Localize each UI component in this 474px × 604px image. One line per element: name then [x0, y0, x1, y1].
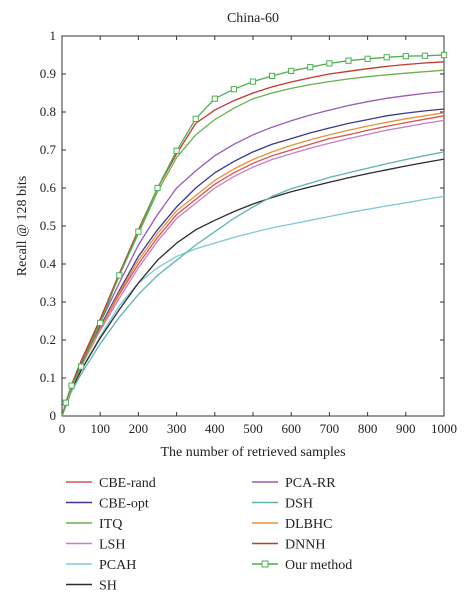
data-point	[135, 228, 142, 235]
data-point	[211, 95, 218, 102]
x-axis-label: The number of retrieved samples	[160, 445, 345, 460]
x-tick-label: 400	[205, 421, 225, 436]
legend-label: ITQ	[99, 517, 122, 532]
legend-label: CBE-rand	[99, 476, 156, 491]
x-tick-label: 900	[396, 421, 416, 436]
series-cbe-rand	[61, 115, 445, 417]
y-tick-label: 0	[50, 408, 57, 423]
y-axis-label: Recall @ 128 bits	[15, 176, 30, 276]
legend: CBE-rand CBE-opt ITQ LSH PCAH SH PCA-RR DSH DLBH…	[66, 476, 352, 594]
legend-marker	[261, 560, 269, 568]
series-our-method	[61, 51, 448, 417]
series-itq	[61, 69, 445, 417]
data-point	[230, 86, 238, 93]
y-tick-label: 0.6	[40, 180, 57, 195]
legend-item-cbe-rand: CBE-rand	[66, 476, 156, 491]
legend-item-pcah: PCAH	[66, 558, 136, 573]
data-point	[421, 52, 428, 59]
legend-label: CBE-opt	[99, 497, 149, 512]
legend-label: Our method	[285, 558, 352, 573]
data-point	[154, 184, 161, 192]
plot-axes	[61, 35, 445, 417]
series-line	[61, 90, 445, 417]
tick-labels: 0 100 200 300 400 500 600 700 800 900 1000 0 0.1 0.2 0…	[40, 28, 457, 436]
legend-item-sh: SH	[66, 579, 117, 594]
y-tick-label: 0.8	[40, 104, 56, 119]
data-point	[345, 57, 352, 64]
y-tick-label: 0.3	[40, 294, 56, 309]
legend-label: SH	[99, 579, 117, 594]
legend-label: DSH	[285, 497, 313, 512]
data-point	[78, 363, 85, 370]
data-point	[62, 399, 69, 406]
series-pcah	[61, 195, 445, 417]
y-tick-label: 0.5	[40, 218, 56, 233]
legend-item-our-method: Our method	[252, 558, 352, 573]
y-tick-label: 0.2	[40, 332, 56, 347]
y-tick-label: 0.7	[40, 142, 57, 157]
y-tick-label: 0.9	[40, 66, 56, 81]
series-line	[61, 108, 445, 417]
x-tick-label: 0	[59, 421, 66, 436]
x-tick-label: 200	[129, 421, 149, 436]
series-line	[61, 158, 445, 417]
legend-label: DLBHC	[285, 517, 332, 532]
data-point	[97, 319, 104, 326]
series-cbe-opt	[61, 108, 445, 417]
x-tick-label: 100	[90, 421, 110, 436]
series-line	[61, 54, 445, 417]
legend-item-dnnh: DNNH	[252, 538, 325, 553]
legend-label: DNNH	[285, 538, 325, 553]
data-point	[440, 51, 448, 59]
legend-item-dlbhc: DLBHC	[252, 517, 332, 532]
legend-item-cbe-opt: CBE-opt	[66, 497, 149, 512]
x-tick-label: 500	[243, 421, 263, 436]
x-tick-label: 300	[167, 421, 187, 436]
legend-label: LSH	[99, 538, 125, 553]
data-point	[173, 147, 180, 154]
data-point	[288, 67, 295, 75]
data-point	[307, 64, 314, 71]
data-point	[269, 72, 276, 80]
legend-label: PCAH	[99, 558, 136, 573]
chart-title: China-60	[227, 11, 279, 26]
series-sh	[61, 158, 445, 417]
series-layer	[61, 51, 448, 417]
data-point	[68, 382, 75, 389]
series-line	[61, 115, 445, 417]
series-lsh	[61, 119, 445, 417]
data-point	[402, 53, 409, 60]
data-point	[249, 78, 257, 85]
legend-item-dsh: DSH	[252, 497, 313, 512]
series-dsh	[61, 151, 445, 417]
series-line	[61, 69, 445, 417]
series-line	[61, 112, 445, 417]
data-point	[116, 272, 123, 279]
y-tick-label: 0.4	[40, 256, 57, 271]
series-line	[61, 151, 445, 417]
series-line	[61, 119, 445, 417]
x-tick-label: 700	[320, 421, 340, 436]
data-point	[383, 54, 390, 61]
legend-item-pca-rr: PCA-RR	[252, 476, 336, 491]
data-point	[192, 115, 199, 122]
series-pca-rr	[61, 90, 445, 417]
series-dlbhc	[61, 112, 445, 417]
x-tick-label: 600	[281, 421, 301, 436]
x-tick-label: 800	[358, 421, 378, 436]
data-point	[364, 55, 371, 62]
y-tick-label: 0.1	[40, 370, 56, 385]
x-tick-label: 1000	[431, 421, 457, 436]
legend-item-lsh: LSH	[66, 538, 125, 553]
series-dnnh	[61, 61, 445, 417]
series-line	[61, 195, 445, 417]
y-tick-label: 1	[50, 28, 57, 43]
series-line	[61, 61, 445, 417]
data-point	[326, 60, 333, 67]
legend-item-itq: ITQ	[66, 517, 122, 532]
legend-label: PCA-RR	[285, 476, 336, 491]
